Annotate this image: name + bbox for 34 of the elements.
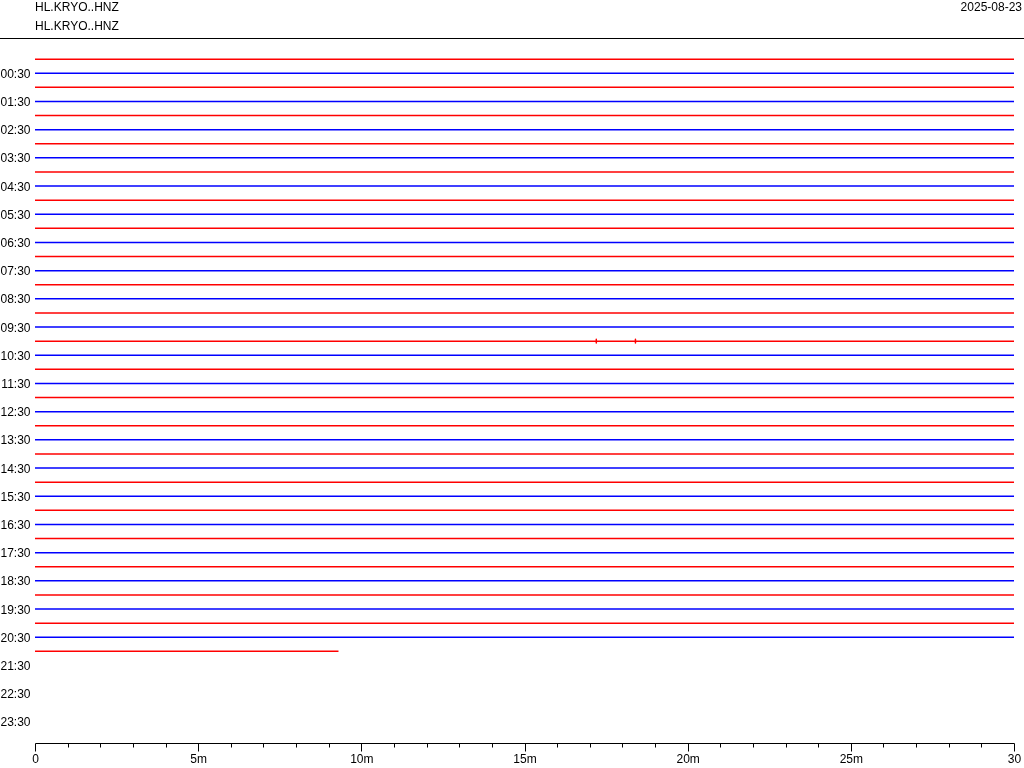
y-tick-label: 13:30: [0, 433, 31, 448]
x-tick-label: 0: [32, 751, 40, 766]
y-tick-label: 22:30: [0, 687, 31, 702]
text: 2025-08-23: [960, 0, 1023, 14]
y-tick-label: 23:30: [0, 715, 31, 730]
y-tick-label: 19:30: [0, 602, 31, 617]
x-tick-label: 15m: [513, 751, 537, 766]
y-tick-label: 02:30: [0, 123, 31, 138]
y-tick-label: 04:30: [0, 179, 31, 194]
chart-subtitle: HL.KRYO..HNZ: [35, 19, 119, 33]
y-tick-label: 21:30: [0, 658, 31, 673]
y-tick-label: 18:30: [0, 574, 31, 589]
y-tick-label: 17:30: [0, 546, 31, 561]
x-tick-label: 30: [1007, 751, 1022, 766]
y-tick-label: 12:30: [0, 405, 31, 420]
y-tick-label: 06:30: [0, 235, 31, 250]
y-tick-label: 07:30: [0, 264, 31, 279]
chart-title: HL.KRYO..HNZ: [35, 0, 119, 14]
x-tick-label: 20m: [676, 751, 700, 766]
x-tick-label: 25m: [839, 751, 864, 766]
y-tick-label: 03:30: [0, 151, 31, 166]
y-tick-label: 00:30: [0, 66, 31, 81]
y-tick-label: 20:30: [0, 630, 31, 645]
y-tick-label: 08:30: [0, 292, 31, 307]
y-tick-label: 11:30: [1, 376, 31, 391]
y-tick-label: 15:30: [0, 489, 31, 504]
y-tick-label: 01:30: [0, 94, 31, 109]
y-tick-label: 10:30: [0, 348, 31, 363]
y-tick-label: 05:30: [0, 207, 31, 222]
y-tick-label: 16:30: [0, 517, 31, 532]
x-tick-label: 5m: [190, 751, 207, 766]
x-tick-label: 10m: [350, 751, 374, 766]
y-tick-label: 14:30: [0, 461, 31, 476]
y-tick-label: 09:30: [0, 320, 31, 335]
